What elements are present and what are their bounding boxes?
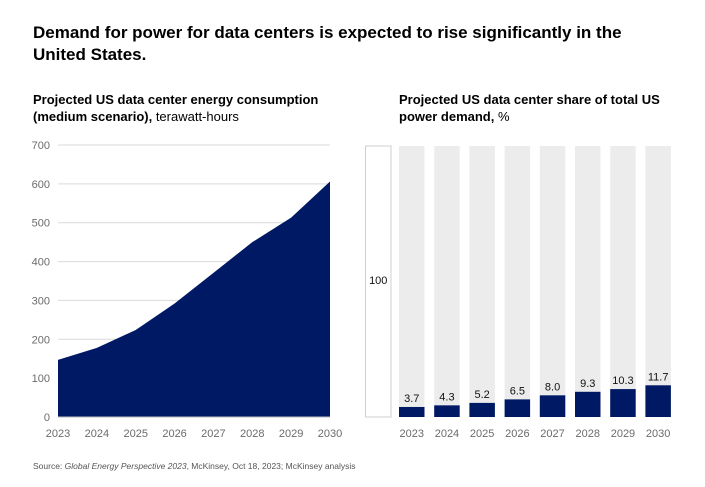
- bar-x-tick-label: 2027: [540, 428, 564, 440]
- bar-value-label: 6.5: [510, 385, 525, 397]
- x-tick-label: 2024: [85, 428, 109, 440]
- right-chart-title-bold: Projected US data center share of total …: [399, 92, 660, 124]
- left-chart-title: Projected US data center energy consumpt…: [33, 91, 353, 125]
- right-chart-title: Projected US data center share of total …: [399, 91, 679, 125]
- bar-value-label: 10.3: [612, 375, 633, 387]
- y-tick-label: 700: [32, 140, 50, 152]
- x-tick-label: 2027: [201, 428, 225, 440]
- bar-2023: [399, 406, 425, 417]
- y-tick-label: 400: [32, 257, 50, 269]
- total-demand-bar: [365, 145, 392, 418]
- bar-background-2030: [645, 146, 671, 417]
- bar-2026: [504, 399, 531, 417]
- x-tick-label: 2025: [123, 428, 147, 440]
- bar-value-label: 5.2: [475, 389, 490, 401]
- bar-value-label: 3.7: [404, 393, 419, 405]
- left-chart-title-bold: Projected US data center energy consumpt…: [33, 92, 319, 124]
- consumption-area: [58, 181, 330, 417]
- x-tick-label: 2026: [162, 428, 186, 440]
- left-chart-title-unit: terawatt-hours: [152, 109, 239, 124]
- source-note: Source: Global Energy Perspective 2023, …: [33, 461, 356, 471]
- page-title: Demand for power for data centers is exp…: [33, 23, 622, 64]
- bar-background-2028: [575, 146, 601, 417]
- bar-value-label: 9.3: [580, 378, 595, 390]
- bar-background-2025: [469, 146, 495, 417]
- bar-x-tick-label: 2023: [400, 428, 424, 440]
- bar-x-tick-label: 2030: [646, 428, 670, 440]
- y-tick-label: 200: [32, 334, 50, 346]
- bar-2024: [434, 405, 460, 417]
- x-tick-label: 2023: [46, 428, 70, 440]
- right-chart-title-unit: %: [494, 109, 510, 124]
- source-prefix: Source:: [33, 461, 65, 471]
- y-tick-label: 100: [32, 373, 50, 385]
- bar-x-tick-label: 2024: [435, 428, 459, 440]
- bar-2025: [469, 402, 495, 417]
- bar-x-tick-label: 2029: [611, 428, 635, 440]
- bar-background-2027: [539, 146, 566, 417]
- bar-2027: [539, 395, 566, 417]
- y-tick-label: 600: [32, 179, 50, 191]
- y-tick-label: 0: [44, 412, 50, 424]
- x-tick-label: 2028: [240, 428, 264, 440]
- bar-2028: [575, 391, 601, 417]
- source-suffix: , McKinsey, Oct 18, 2023; McKinsey analy…: [186, 461, 356, 471]
- bar-background-2024: [434, 146, 460, 417]
- bar-value-label: 4.3: [439, 391, 454, 403]
- x-tick-label: 2029: [279, 428, 303, 440]
- y-tick-label: 500: [32, 218, 50, 230]
- bar-2030: [645, 385, 671, 417]
- bar-x-tick-label: 2026: [505, 428, 529, 440]
- bar-2029: [610, 389, 636, 417]
- total-demand-label: 100: [369, 275, 387, 287]
- bar-background-2029: [610, 146, 636, 417]
- source-publication: Global Energy Perspective 2023: [64, 461, 187, 471]
- y-tick-label: 300: [32, 295, 50, 307]
- bar-value-label: 11.7: [648, 371, 669, 383]
- x-tick-label: 2030: [318, 428, 342, 440]
- bar-x-tick-label: 2028: [576, 428, 600, 440]
- bar-background-2026: [504, 146, 531, 417]
- bar-x-tick-label: 2025: [470, 428, 494, 440]
- bar-background-2023: [399, 146, 425, 417]
- bar-value-label: 8.0: [545, 381, 560, 393]
